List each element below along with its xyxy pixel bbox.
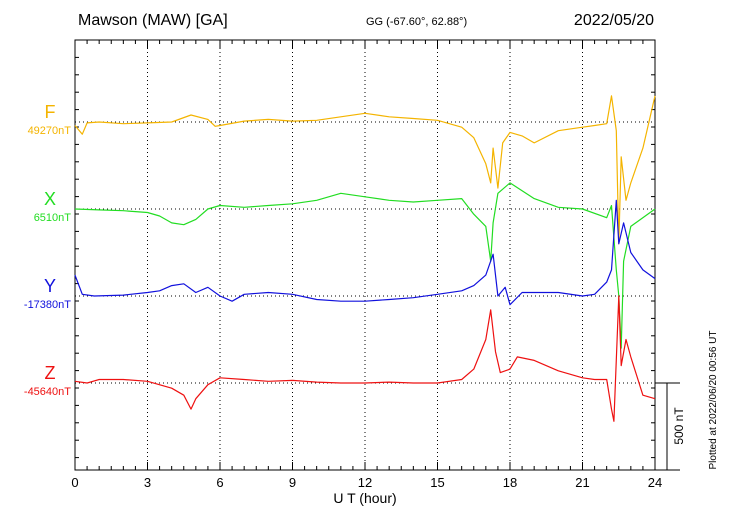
series-name-y: Y xyxy=(44,276,56,296)
plotted-at-note: Plotted at 2022/06/20 00:56 UT xyxy=(708,331,719,470)
x-tick-label: 24 xyxy=(648,475,662,490)
series-line-f xyxy=(74,95,656,245)
series-group xyxy=(74,95,656,422)
x-tick-labels: 0 3 6 9 12 15 18 21 24 xyxy=(71,475,662,490)
x-tick-label: 18 xyxy=(503,475,517,490)
scale-bar-label: 500 nT xyxy=(672,407,686,445)
series-name-x: X xyxy=(44,189,56,209)
x-tick-label: 12 xyxy=(358,475,372,490)
x-tick-label: 0 xyxy=(71,475,78,490)
x-axis-title: U T (hour) xyxy=(333,490,396,506)
series-name-f: F xyxy=(45,102,56,122)
station-title: Mawson (MAW) [GA] xyxy=(78,12,228,29)
plot-date: 2022/05/20 xyxy=(574,12,654,29)
x-tick-label: 15 xyxy=(430,475,444,490)
x-tick-label: 3 xyxy=(144,475,151,490)
station-coords: GG (-67.60°, 62.88°) xyxy=(366,16,467,28)
series-baseline-x: 6510nT xyxy=(34,212,72,224)
series-line-x xyxy=(74,182,656,349)
grid-lines xyxy=(75,40,655,470)
series-name-z: Z xyxy=(45,363,56,383)
series-baseline-y: -17380nT xyxy=(24,299,71,311)
scale-bar xyxy=(655,382,680,471)
x-tick-label: 9 xyxy=(289,475,296,490)
series-line-z xyxy=(74,295,656,422)
x-tick-label: 6 xyxy=(216,475,223,490)
tick-marks xyxy=(74,39,656,470)
series-labels: F 49270nT X 6510nT Y -17380nT Z -45640nT xyxy=(24,102,71,398)
x-tick-label: 21 xyxy=(575,475,589,490)
series-line-y xyxy=(74,199,656,306)
series-baseline-z: -45640nT xyxy=(24,386,71,398)
series-baseline-f: 49270nT xyxy=(28,125,72,137)
